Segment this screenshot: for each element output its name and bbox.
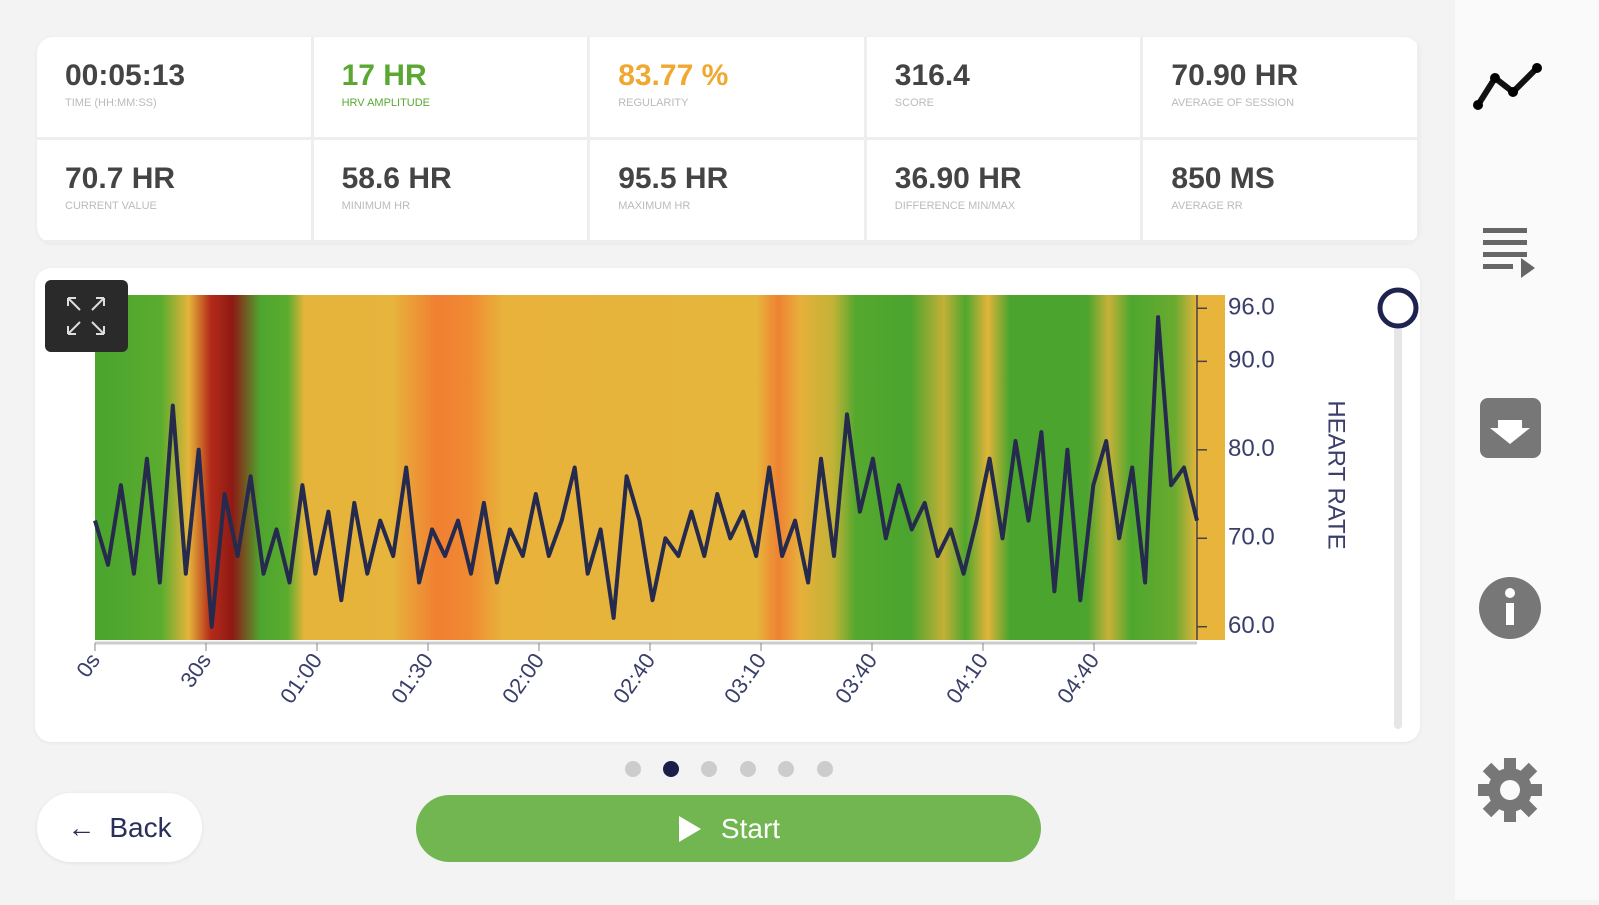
x-tick-label: 01:00 [275, 649, 327, 708]
stat-value: 70.90 HR [1171, 59, 1299, 92]
stat-label: MAXIMUM HR [618, 200, 691, 212]
x-tick-label: 04:10 [941, 649, 993, 708]
stat-value: 850 MS [1171, 162, 1275, 195]
stat-value: 17 HR [341, 59, 427, 92]
stat-card: 58.6 HR MINIMUM HR [313, 140, 591, 243]
page-dot[interactable] [701, 761, 717, 777]
stats-panel: 00:05:13 TIME (HH:MM:SS) 17 HR HRV AMPLITUD… [37, 37, 1420, 243]
slider-handle[interactable] [1377, 287, 1419, 329]
chart-tab[interactable] [1473, 63, 1542, 110]
stat-label: REGULARITY [618, 97, 689, 109]
plot-background [95, 295, 1197, 640]
play-icon [678, 815, 701, 842]
expand-icon [67, 297, 105, 335]
stat-card: 17 HR HRV AMPLITUDE [313, 37, 591, 140]
back-label: Back [109, 811, 172, 843]
page-dot[interactable] [740, 761, 756, 777]
stat-value: 36.90 HR [894, 162, 1022, 195]
stat-label: DIFFERENCE MIN/MAX [894, 200, 1016, 212]
page-dot[interactable] [663, 761, 679, 777]
stat-card: 316.4 SCORE [866, 37, 1144, 140]
page-dot[interactable] [778, 761, 794, 777]
y-tick-label: 80.0 [1228, 435, 1275, 462]
x-tick-label: 03:10 [719, 649, 771, 708]
start-button[interactable]: Start [416, 795, 1041, 862]
start-label: Start [720, 812, 781, 844]
y-tick-label: 96.0 [1228, 294, 1275, 321]
playlist-tab[interactable] [1483, 228, 1535, 278]
stat-label: CURRENT VALUE [65, 200, 157, 212]
download-tab[interactable] [1480, 398, 1541, 458]
pager [625, 761, 833, 777]
stat-card: 95.5 HR MAXIMUM HR [590, 140, 867, 243]
stat-card: 00:05:13 TIME (HH:MM:SS) [37, 37, 314, 140]
stat-card: 850 MS AVERAGE RR [1143, 140, 1420, 243]
stat-card: 70.7 HR CURRENT VALUE [37, 140, 314, 243]
sidebar [1455, 0, 1599, 900]
axis-strip [1197, 295, 1225, 640]
stat-label: SCORE [894, 97, 934, 109]
stat-value: 70.7 HR [65, 162, 176, 195]
x-tick-label: 04:40 [1052, 649, 1104, 708]
stat-value: 316.4 [894, 59, 970, 92]
x-tick-label: 02:40 [608, 649, 660, 708]
page-dot[interactable] [625, 761, 641, 777]
stat-value: 83.77 % [618, 59, 729, 92]
y-axis-label: HEART RATE [1323, 400, 1350, 549]
stat-card: 70.90 HR AVERAGE OF SESSION [1143, 37, 1420, 140]
x-tick-label: 30s [175, 649, 216, 692]
y-tick-label: 70.0 [1228, 524, 1275, 551]
back-button[interactable]: ← Back [37, 793, 202, 862]
stat-label: MINIMUM HR [341, 200, 411, 212]
y-tick-label: 60.0 [1228, 612, 1275, 639]
info-tab[interactable] [1479, 577, 1541, 639]
stat-value: 00:05:13 [65, 59, 186, 92]
stat-value: 95.5 HR [618, 162, 729, 195]
back-arrow: ← [67, 811, 96, 843]
x-tick-label: 03:40 [830, 649, 882, 708]
settings-tab[interactable] [1478, 758, 1542, 822]
expand-button[interactable] [45, 280, 128, 352]
y-tick-label: 90.0 [1228, 347, 1275, 374]
sidebar-icons [1473, 63, 1542, 822]
stat-card: 83.77 % REGULARITY [590, 37, 867, 140]
stat-label: TIME (HH:MM:SS) [65, 97, 157, 109]
heart-rate-line [93, 315, 1199, 629]
x-tick-label: 01:30 [386, 649, 438, 708]
stat-label: AVERAGE RR [1171, 200, 1243, 212]
x-tick-label: 0s [71, 649, 105, 682]
stat-label: AVERAGE OF SESSION [1171, 97, 1295, 109]
stat-label: HRV AMPLITUDE [341, 97, 431, 109]
stat-card: 36.90 HR DIFFERENCE MIN/MAX [866, 140, 1144, 243]
page-dot[interactable] [817, 761, 833, 777]
x-tick-label: 02:00 [497, 649, 549, 708]
stat-value: 58.6 HR [341, 162, 452, 195]
